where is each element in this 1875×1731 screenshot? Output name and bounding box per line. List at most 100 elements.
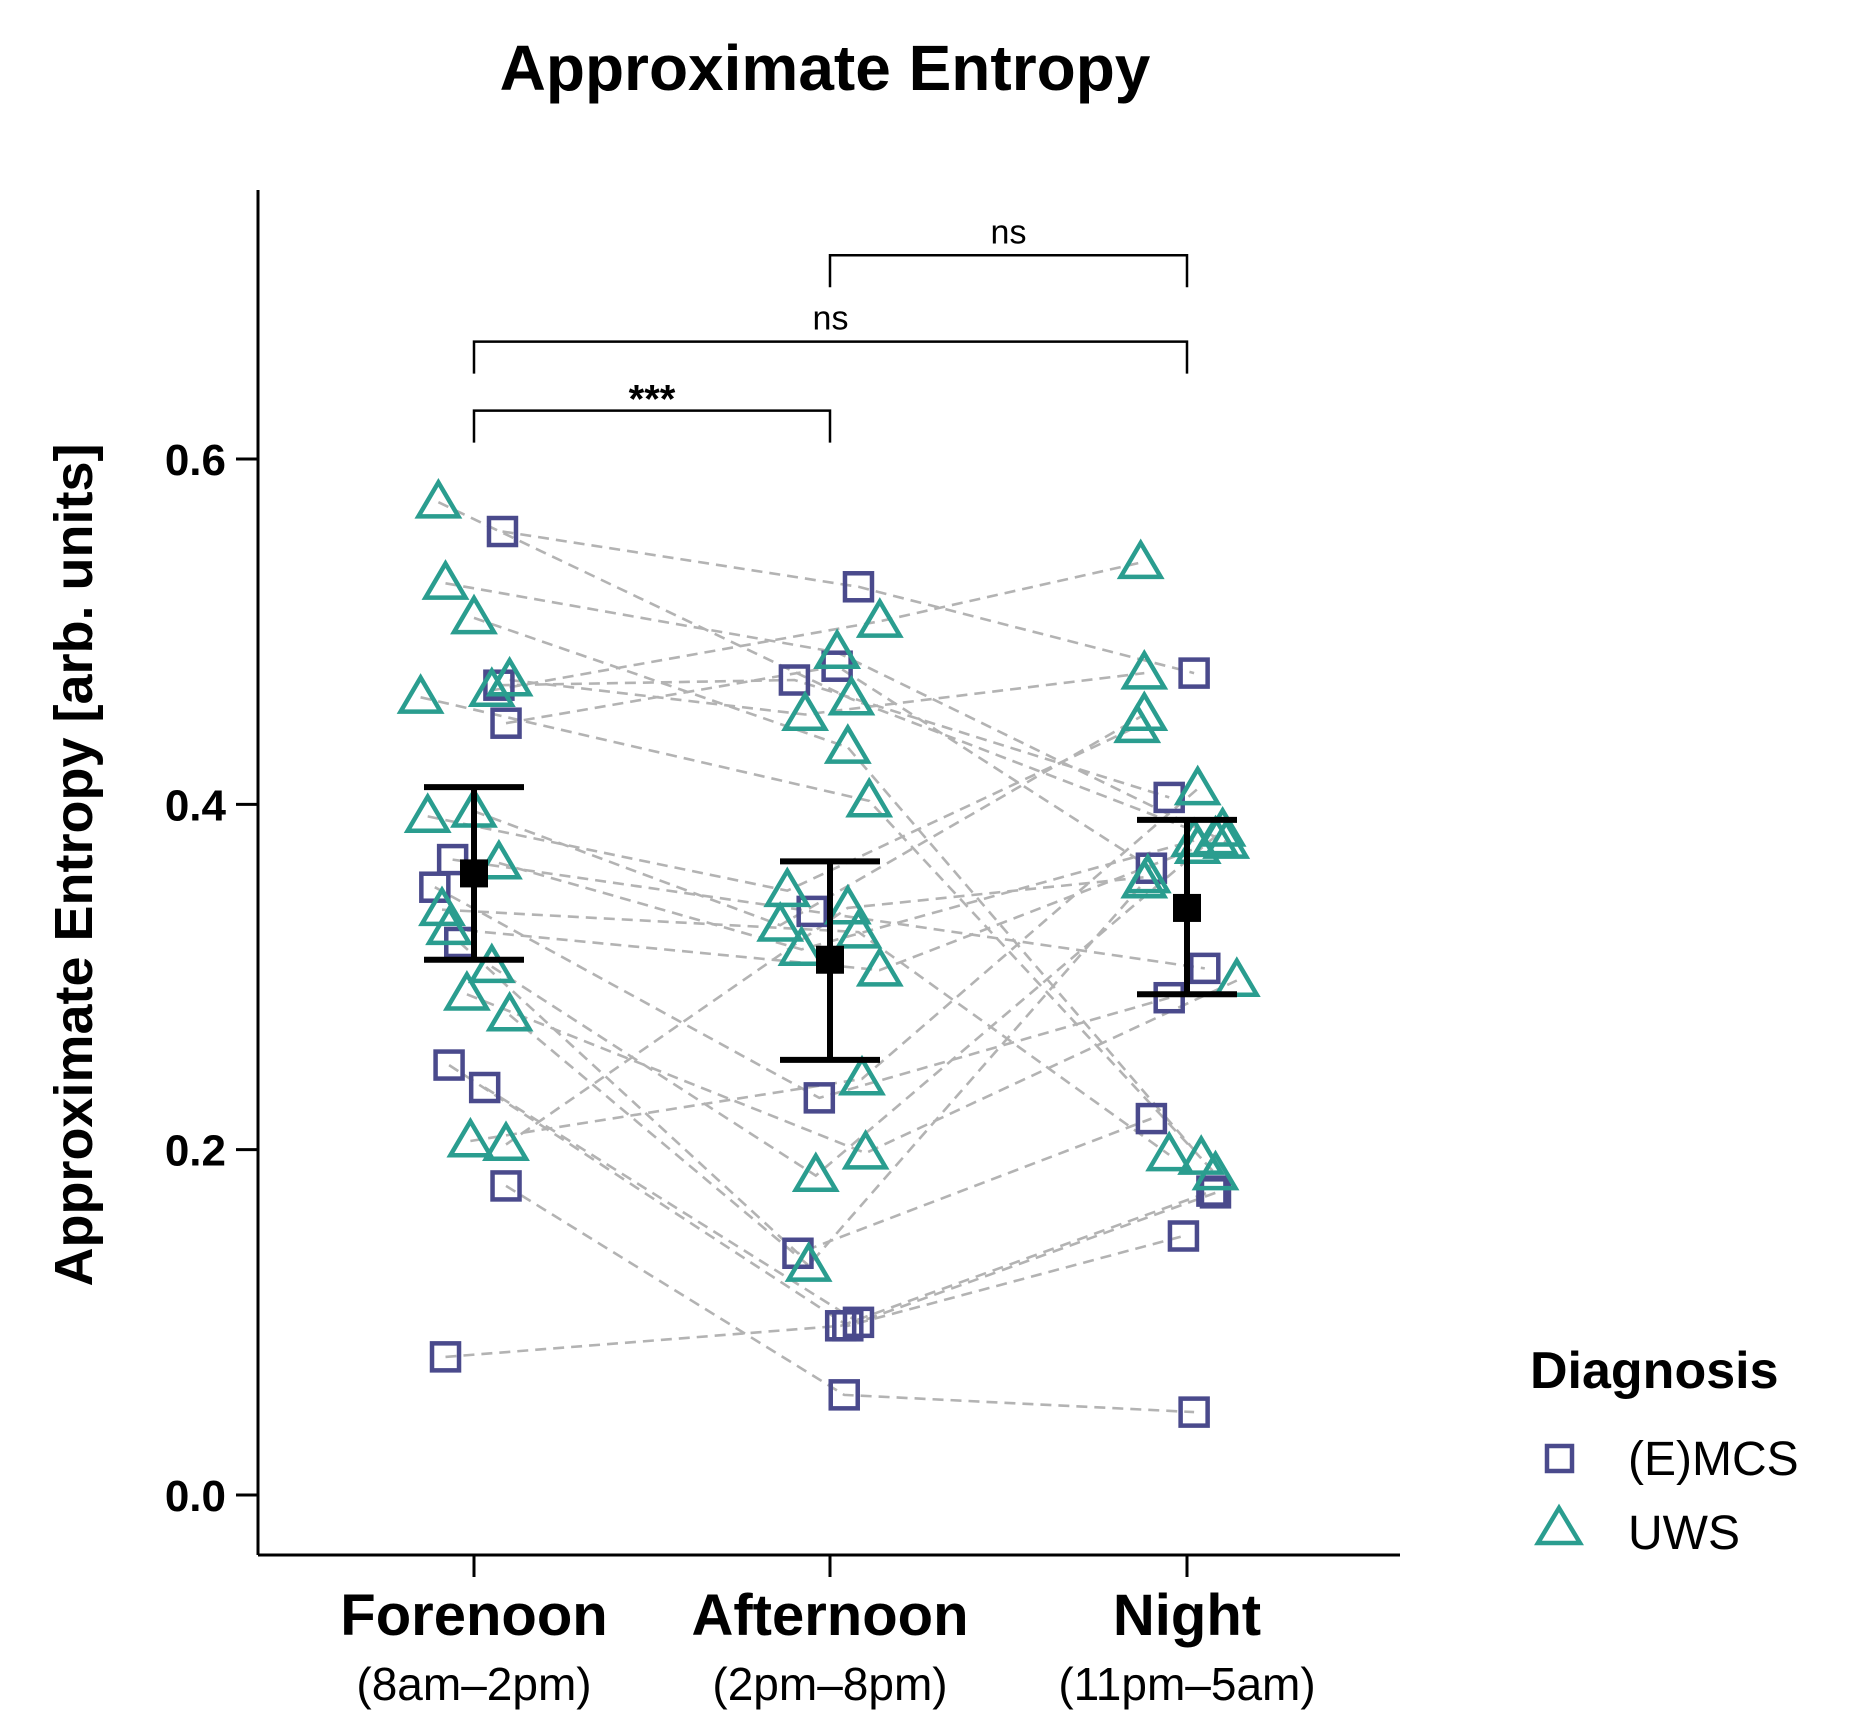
point-uws-10-afternoon — [834, 907, 883, 949]
significance-brackets: *** ns ns — [472, 213, 1189, 443]
significance-bracket-3 — [828, 254, 1189, 288]
point-emcs-9-forenoon — [490, 1170, 522, 1202]
subject-line-emcs-10 — [445, 1189, 1213, 1359]
point-uws-5-forenoon — [485, 655, 534, 697]
point-uws-4-forenoon — [467, 666, 516, 707]
point-uws-12-forenoon — [467, 942, 516, 984]
point-uws-10-night — [1145, 1130, 1194, 1172]
subject-line-emcs-2 — [498, 678, 1170, 799]
point-emcs-8-forenoon — [468, 1071, 501, 1104]
point-uws-6-forenoon — [396, 673, 445, 714]
point-uws-4-night — [1116, 538, 1165, 580]
axes: 0.0 0.2 0.4 0.6 — [165, 190, 1400, 1577]
y-tick-label-1: 0.2 — [165, 1127, 226, 1176]
legend-item-uws: UWS — [1628, 1507, 1740, 1560]
x-sublabel-forenoon: (8am–2pm) — [356, 1658, 591, 1710]
subject-line-uws-1 — [437, 501, 1216, 841]
subject-line-emcs-3 — [505, 664, 1153, 870]
subject-line-emcs-9 — [505, 1184, 1195, 1414]
x-label-forenoon: Forenoon — [340, 1583, 607, 1648]
point-uws-13-night — [1212, 956, 1261, 997]
point-emcs-5-night — [1153, 981, 1185, 1014]
subject-line-uws-5 — [509, 671, 1145, 716]
point-uws-15-night — [1173, 764, 1222, 806]
significance-label-1: *** — [629, 378, 676, 422]
point-emcs-1-forenoon — [486, 515, 519, 548]
point-uws-5-afternoon — [781, 690, 830, 732]
subject-line-emcs-1 — [502, 530, 1195, 675]
point-emcs-4-afternoon — [796, 895, 828, 928]
point-emcs-10-forenoon — [429, 1341, 462, 1373]
point-uws-16-night — [1123, 852, 1172, 894]
y-tick-label-3: 0.6 — [165, 436, 226, 485]
subject-line-uws-14 — [508, 881, 1146, 1268]
subject-line-uws-16 — [505, 875, 1148, 1146]
subject-line-uws-13 — [466, 979, 1238, 1155]
point-uws-3-night — [1177, 1134, 1226, 1175]
point-uws-7-forenoon — [403, 792, 452, 833]
chart-title: Approximate Entropy — [500, 32, 1151, 104]
point-emcs-5-afternoon — [803, 1082, 836, 1114]
point-uws-15-afternoon — [838, 1054, 886, 1096]
point-uws-5-night — [1120, 648, 1169, 690]
subject-line-uws-11 — [448, 846, 1199, 972]
point-uws-4-afternoon — [855, 597, 904, 638]
subject-line-uws-6 — [420, 696, 1217, 1175]
mean-marker-forenoon — [460, 859, 488, 888]
y-axis-label: Approximate Entropy [arb. units] — [44, 443, 104, 1286]
legend-triangle-marker — [1534, 1503, 1584, 1546]
significance-bracket-1 — [472, 409, 832, 443]
mean-error-bars — [424, 784, 1237, 1063]
x-category-labels: Forenoon (8am–2pm) Afternoon (2pm–8pm) Night… — [340, 1583, 1315, 1710]
point-uws-6-afternoon — [845, 776, 894, 818]
y-tick-label-0: 0.0 — [165, 1472, 226, 1521]
point-uws-12-afternoon — [791, 1151, 840, 1193]
point-uws-7-afternoon — [763, 866, 812, 908]
x-label-afternoon: Afternoon — [691, 1583, 968, 1648]
mean-marker-afternoon — [816, 945, 844, 974]
point-emcs-3-night — [1135, 852, 1168, 884]
point-uws-8-afternoon — [756, 901, 805, 942]
subject-line-uws-7 — [427, 725, 1138, 893]
point-uws-6-night — [1191, 1149, 1240, 1191]
significance-bracket-2 — [472, 340, 1189, 374]
point-uws-14-afternoon — [784, 1241, 833, 1282]
point-emcs-2-afternoon — [778, 664, 811, 696]
point-emcs-6-night — [1135, 1102, 1168, 1135]
subject-line-emcs-6 — [458, 941, 1152, 1255]
point-uws-8-night — [1120, 690, 1169, 732]
point-emcs-10-afternoon — [824, 1310, 857, 1342]
legend: Diagnosis (E)MCS UWS — [1530, 1342, 1799, 1560]
point-uws-16-afternoon — [823, 883, 872, 925]
point-uws-7-night — [1113, 702, 1162, 744]
point-emcs-4-night — [1189, 952, 1221, 985]
legend-title: Diagnosis — [1530, 1342, 1779, 1400]
point-uws-13-afternoon — [841, 1128, 890, 1170]
point-emcs-10-night — [1196, 1175, 1228, 1207]
point-emcs-1-night — [1178, 657, 1210, 689]
point-uws-9-forenoon — [474, 838, 523, 880]
point-uws-9-afternoon — [777, 925, 826, 966]
point-uws-3-forenoon — [450, 593, 498, 635]
x-sublabel-night: (11pm–5am) — [1058, 1658, 1315, 1710]
subject-line-uws-15 — [470, 787, 1199, 1143]
significance-label-3: ns — [991, 213, 1027, 251]
point-uws-11-forenoon — [425, 904, 474, 946]
point-uws-15-forenoon — [446, 1116, 495, 1158]
mean-marker-night — [1173, 893, 1201, 922]
point-uws-1-forenoon — [414, 477, 463, 519]
subject-line-uws-8 — [473, 713, 1145, 927]
point-emcs-8-afternoon — [842, 1306, 875, 1339]
point-uws-11-afternoon — [855, 945, 904, 987]
subject-line-uws-3 — [473, 616, 1203, 1160]
point-uws-16-forenoon — [482, 1120, 530, 1162]
significance-label-2: ns — [813, 300, 849, 338]
point-uws-13-forenoon — [442, 970, 491, 1011]
subject-line-uws-12 — [491, 829, 1224, 1178]
point-uws-2-afternoon — [813, 628, 862, 669]
subject-line-emcs-5 — [434, 886, 1170, 1100]
subject-line-uws-10 — [441, 908, 1170, 1156]
point-uws-2-forenoon — [421, 559, 470, 600]
y-tick-label-2: 0.4 — [165, 781, 227, 830]
